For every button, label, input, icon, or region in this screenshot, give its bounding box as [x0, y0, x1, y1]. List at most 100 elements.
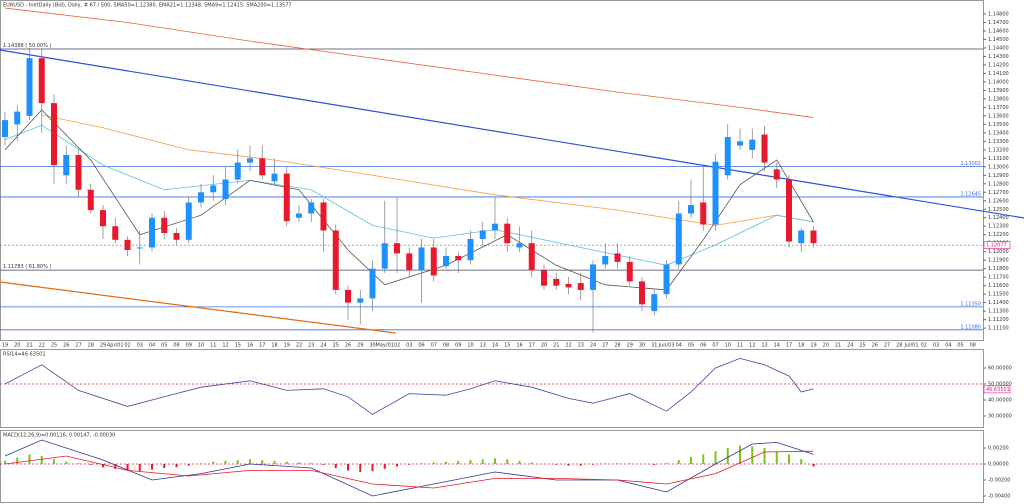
- x-tick-label: Jul/01: [903, 343, 918, 349]
- x-tick-label: 15: [504, 343, 510, 349]
- y-tick-label: 1.12400: [988, 215, 1009, 221]
- histogram-bar: [628, 463, 631, 464]
- x-tick-label: 08: [173, 343, 179, 349]
- y-tick-label: 40.00000: [988, 398, 1012, 404]
- histogram-bar: [812, 464, 815, 467]
- price-pane: [0, 0, 984, 341]
- histogram-bar: [334, 464, 337, 468]
- histogram-bar: [800, 459, 803, 464]
- x-tick-label: Apr/01: [107, 343, 124, 349]
- x-tick-label: 27: [75, 343, 81, 349]
- y-tick-label: 0.00000: [988, 462, 1009, 468]
- moving-average: [4, 109, 814, 291]
- histogram-bar: [249, 459, 251, 464]
- candle-body: [467, 238, 474, 261]
- y-tick-label: 1.11500: [988, 292, 1009, 298]
- histogram-bar: [775, 451, 778, 464]
- histogram-bar: [224, 460, 227, 464]
- candle-body: [75, 154, 82, 190]
- x-tick-label: 22: [39, 343, 45, 349]
- histogram-bar: [138, 464, 141, 472]
- x-tick-label: 24: [320, 343, 326, 349]
- x-tick-label: 04: [676, 343, 682, 349]
- histogram-bar: [555, 464, 558, 465]
- histogram-bar: [200, 463, 202, 464]
- x-tick-label: May/01: [376, 343, 394, 349]
- histogram-bar: [530, 462, 533, 464]
- candle-body: [369, 268, 376, 299]
- level-tag: 1.11350: [960, 301, 981, 307]
- candle-body: [87, 189, 94, 211]
- histogram-bar: [187, 464, 190, 466]
- y-tick-label: -0.00200: [988, 478, 1010, 484]
- histogram-bar: [408, 464, 411, 465]
- x-tick-label: 19: [2, 343, 8, 349]
- histogram-bar: [236, 460, 239, 464]
- candle-body: [479, 230, 486, 239]
- x-tick-label: 20: [823, 343, 829, 349]
- level-label: 1.11783 ( 61.80% ): [3, 264, 51, 270]
- candle-body: [112, 226, 119, 240]
- histogram-bar: [788, 454, 790, 464]
- x-tick-label: 03: [933, 343, 939, 349]
- histogram-bar: [175, 464, 178, 468]
- histogram-bar: [77, 463, 80, 464]
- y-tick-label: 1.11400: [988, 300, 1009, 306]
- y-tick-label: 1.11600: [988, 283, 1009, 289]
- candle-body: [14, 111, 21, 125]
- histogram-bar: [518, 460, 521, 464]
- histogram-bar: [298, 462, 300, 464]
- y-tick-label: 1.14500: [988, 37, 1009, 43]
- y-tick-label: 30.00000: [988, 414, 1012, 420]
- y-tick-label: 1.13300: [988, 139, 1009, 145]
- histogram-bar: [273, 460, 276, 464]
- histogram-bar: [261, 460, 264, 464]
- candle-body: [455, 255, 462, 261]
- x-tick-label: 02: [124, 343, 130, 349]
- x-tick-label: 10: [198, 343, 204, 349]
- candle-body: [418, 247, 425, 271]
- y-tick-label: 1.13800: [988, 96, 1009, 102]
- x-tick-label: 22: [565, 343, 571, 349]
- x-tick-label: 24: [847, 343, 853, 349]
- x-tick-label: 10: [725, 343, 731, 349]
- candle-body: [590, 264, 596, 290]
- y-tick-label: 1.12200: [988, 232, 1009, 238]
- price-tag-label: 46.63501: [986, 387, 1010, 393]
- x-tick-label: 12: [222, 343, 228, 349]
- candle-body: [320, 202, 327, 231]
- histogram-bar: [432, 462, 435, 464]
- candle-body: [749, 139, 756, 150]
- histogram-bar: [102, 464, 104, 468]
- candle-body: [430, 247, 437, 276]
- candle-body: [443, 255, 449, 267]
- y-tick-label: 1.11700: [988, 275, 1009, 281]
- x-tick-label: 03: [137, 343, 143, 349]
- candle-body: [663, 264, 670, 295]
- price-tag-label: 1.12077: [986, 243, 1007, 249]
- price-tag: [983, 385, 1011, 394]
- x-tick-label: 07: [431, 343, 437, 349]
- candle-body: [345, 289, 351, 303]
- x-tick-label: 09: [455, 343, 461, 349]
- candle-body: [185, 202, 192, 240]
- x-tick-label: 24: [590, 343, 596, 349]
- histogram-bar: [163, 464, 166, 468]
- level-tag: 1.12645: [960, 191, 981, 197]
- y-tick-label: 1.14000: [988, 79, 1009, 85]
- candle-body: [210, 185, 217, 193]
- candle-body: [259, 158, 266, 176]
- x-tick-label: 16: [247, 343, 253, 349]
- histogram-bar: [579, 464, 582, 466]
- x-tick-label: 29: [357, 343, 363, 349]
- histogram-bar: [40, 456, 43, 464]
- candle-body: [124, 239, 131, 251]
- x-tick-label: 30: [369, 343, 375, 349]
- y-tick-label: 1.14400: [988, 45, 1009, 51]
- candle-body: [712, 161, 719, 225]
- y-tick-label: 1.12700: [988, 190, 1009, 196]
- x-tick-label: 12: [749, 343, 755, 349]
- x-tick-label: 27: [884, 343, 890, 349]
- x-tick-label: 14: [774, 343, 780, 349]
